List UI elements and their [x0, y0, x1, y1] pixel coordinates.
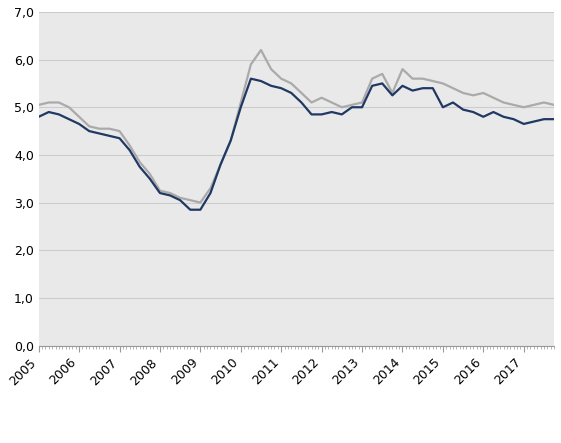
Stockholmsregionen: [187, 207, 194, 212]
Sverige: [35, 102, 42, 108]
Sverige: [257, 47, 264, 53]
Sverige: [197, 200, 204, 205]
Stockholmsregionen: [328, 109, 335, 115]
Stockholmsregionen: [298, 100, 305, 105]
Stockholmsregionen: [551, 117, 558, 122]
Sverige: [369, 76, 375, 82]
Stockholmsregionen: [76, 121, 82, 127]
Sverige: [551, 102, 558, 108]
Stockholmsregionen: [247, 76, 254, 82]
Sverige: [76, 114, 82, 120]
Sverige: [328, 100, 335, 105]
Stockholmsregionen: [35, 114, 42, 120]
Stockholmsregionen: [227, 138, 234, 143]
Sverige: [389, 90, 396, 96]
Line: Sverige: Sverige: [39, 50, 554, 202]
Stockholmsregionen: [389, 93, 396, 98]
Stockholmsregionen: [369, 83, 375, 89]
Sverige: [298, 90, 305, 96]
Sverige: [227, 138, 234, 143]
Line: Stockholmsregionen: Stockholmsregionen: [39, 79, 554, 210]
